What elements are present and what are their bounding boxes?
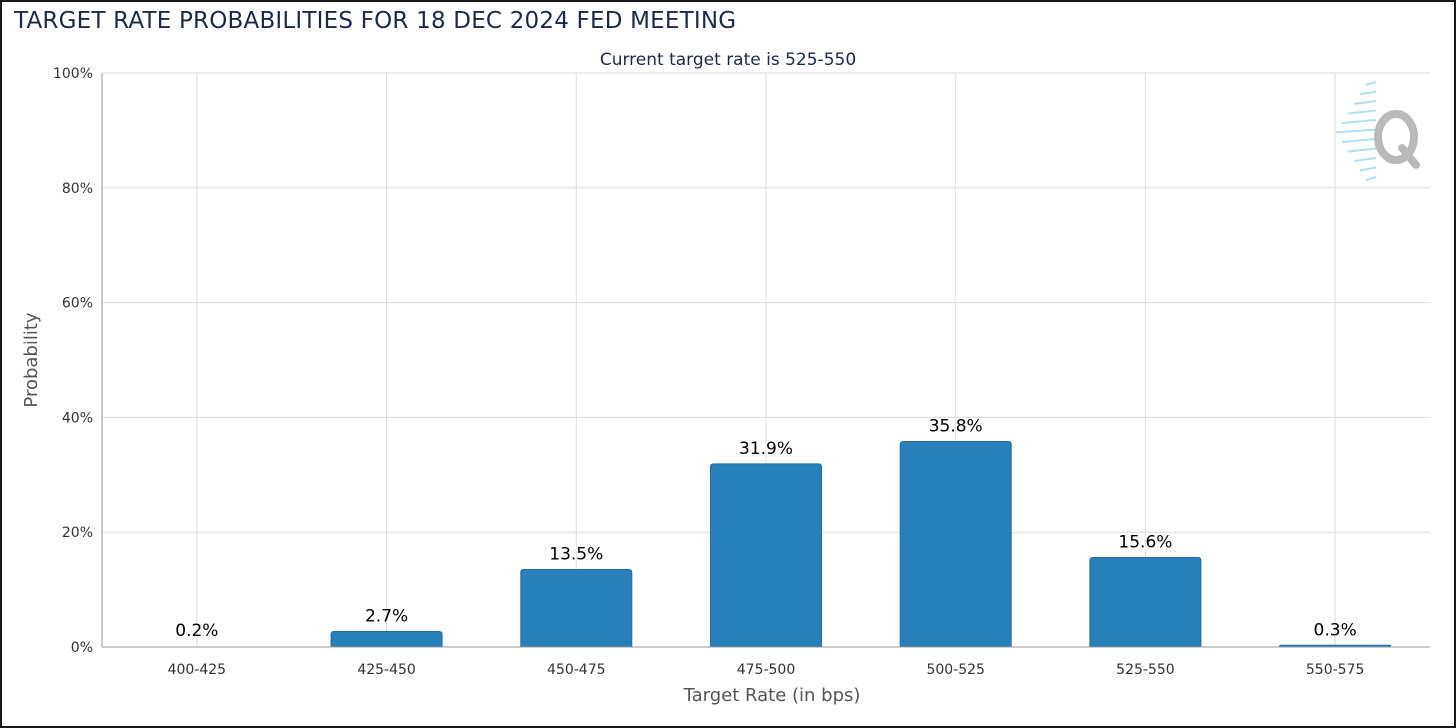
data-label-400-425: 0.2% (175, 621, 218, 641)
x-tick-label: 450-475 (547, 662, 606, 678)
watermark-stroke (1359, 166, 1377, 172)
watermark-stroke (1353, 100, 1377, 105)
watermark-stroke (1359, 90, 1377, 96)
watermark-stroke (1341, 138, 1377, 143)
bar-475-500 (710, 463, 822, 648)
bar-500-525 (899, 441, 1012, 648)
q-logo-icon (1335, 81, 1420, 181)
y-tick-label: 80% (62, 181, 93, 197)
y-axis-label: Probability (21, 312, 42, 407)
data-label-425-450: 2.7% (365, 607, 408, 627)
watermark-ring (1374, 110, 1418, 164)
bar-450-475 (520, 569, 633, 648)
x-axis-label: Target Rate (in bps) (683, 685, 861, 706)
y-tick-label: 0% (71, 640, 93, 656)
bars (330, 441, 1392, 648)
data-label-550-575: 0.3% (1314, 620, 1357, 640)
x-tick-label: 425-450 (357, 662, 416, 678)
watermark-tail (1398, 144, 1420, 169)
axes: 0% 20% 40% 60% 80% 100% 400-425 425-450 450-475 4… (53, 66, 1430, 678)
x-tick-label: 500-525 (926, 662, 985, 678)
x-tick-label: 550-575 (1306, 662, 1365, 678)
grid-lines (102, 72, 1430, 647)
data-label-500-525: 35.8% (929, 417, 983, 437)
data-labels: 0.2% 2.7% 13.5% 31.9% 35.8% 15.6% 0.3% (175, 417, 1356, 641)
bar-425-450 (330, 631, 443, 648)
bar-525-550 (1089, 556, 1202, 648)
data-label-450-475: 13.5% (549, 545, 603, 565)
x-tick-label: 475-500 (737, 662, 796, 678)
watermark-stroke (1347, 147, 1377, 153)
watermark-stroke (1365, 176, 1377, 181)
data-label-525-550: 15.6% (1118, 532, 1172, 552)
data-label-475-500: 31.9% (739, 439, 793, 459)
y-tick-label: 20% (62, 525, 93, 541)
watermark-stroke (1335, 128, 1377, 134)
chart-subtitle: Current target rate is 525-550 (600, 50, 856, 70)
x-tick-label: 400-425 (168, 662, 227, 678)
watermark-stroke (1341, 119, 1377, 124)
x-tick-label: 525-550 (1116, 662, 1175, 678)
y-tick-label: 100% (53, 66, 93, 82)
y-tick-label: 60% (62, 296, 93, 312)
watermark-stroke (1353, 157, 1377, 162)
chart-title: TARGET RATE PROBABILITIES FOR 18 DEC 202… (14, 8, 737, 34)
watermark-stroke (1365, 81, 1377, 86)
y-tick-label: 40% (62, 410, 93, 426)
watermark-stroke (1347, 109, 1377, 115)
